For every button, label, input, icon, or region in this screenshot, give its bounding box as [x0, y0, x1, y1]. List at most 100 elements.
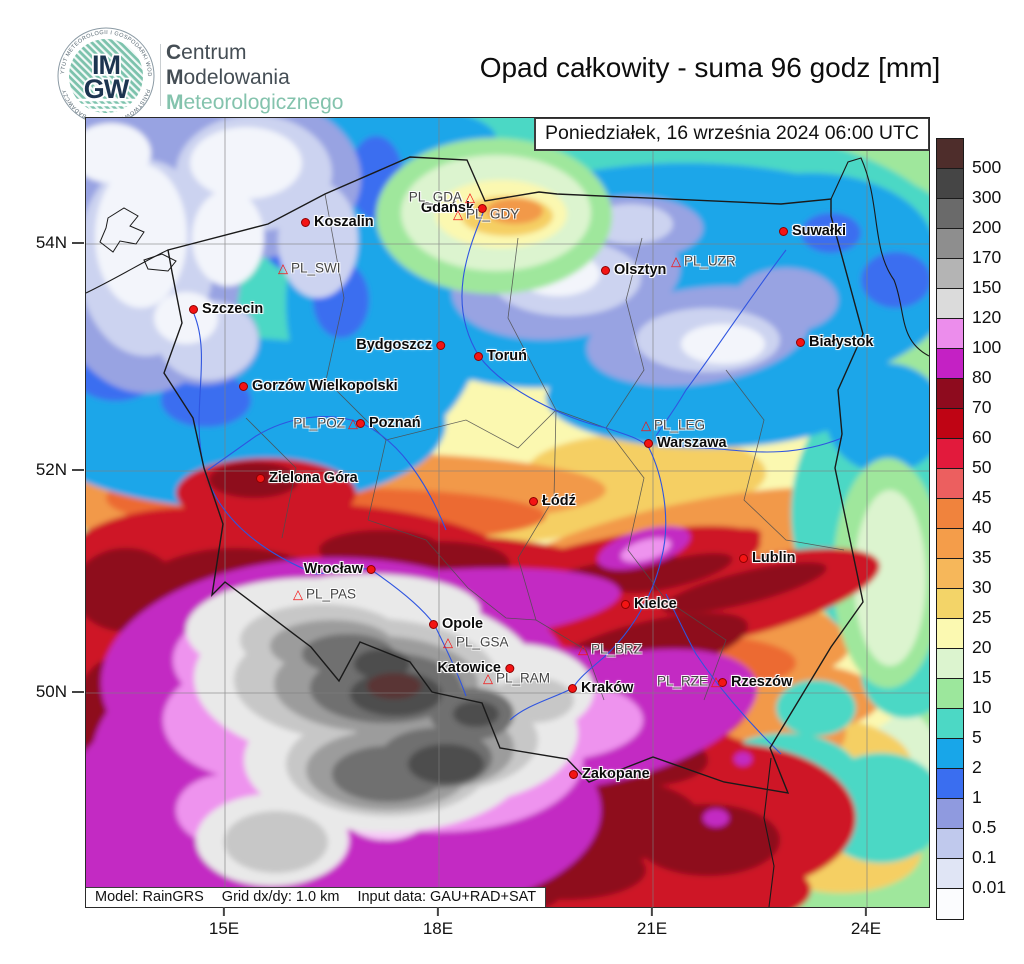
- city-label: Gdańsk: [420, 200, 474, 216]
- legend-color-block-0: [937, 139, 963, 169]
- city-label: Kielce: [634, 596, 677, 612]
- station-triangle-icon: △: [453, 206, 463, 222]
- station-marker-pl-rze: PL_RZE △: [654, 674, 721, 689]
- legend-value-120: 120: [972, 307, 1002, 328]
- city-dot-icon: [239, 381, 248, 391]
- city-label: Olsztyn: [614, 262, 667, 278]
- legend-value-20: 20: [972, 637, 992, 658]
- legend-value-50: 50: [972, 457, 992, 478]
- city-marker-suwa-ki: Suwałki: [779, 223, 850, 239]
- legend-value-80: 80: [972, 367, 992, 388]
- lat-tick-54n: 54N: [36, 233, 84, 253]
- city-dot-icon: [569, 769, 578, 779]
- city-marker-katowice: Katowice: [433, 660, 514, 676]
- city-dot-icon: [796, 337, 805, 347]
- legend-value-70: 70: [972, 397, 992, 418]
- station-triangle-icon: △: [578, 641, 588, 657]
- longitude-axis: 15E 18E 21E 24E: [85, 907, 928, 949]
- city-label: Koszalin: [314, 214, 374, 230]
- lon-tick-24e: 24E: [851, 907, 881, 939]
- city-dot-icon: [367, 564, 376, 574]
- station-triangle-icon: △: [443, 634, 453, 650]
- legend-color-block-17: [937, 649, 963, 679]
- legend-value-10: 10: [972, 697, 992, 718]
- legend-value-0.5: 0.5: [972, 817, 997, 838]
- lon-tick-15e: 15E: [209, 907, 239, 939]
- legend-color-block-7: [937, 349, 963, 379]
- city-label: Szczecin: [202, 301, 264, 317]
- legend-value-5: 5: [972, 727, 982, 748]
- logo-monogram-bottom: GW: [84, 74, 130, 104]
- city-dot-icon: [436, 340, 445, 350]
- model-name: Model: RainGRS: [95, 889, 204, 905]
- city-dot-icon: [356, 418, 365, 428]
- legend-color-block-13: [937, 529, 963, 559]
- city-marker-koszalin: Koszalin: [301, 214, 378, 230]
- city-dot-icon: [779, 226, 788, 236]
- legend-color-block-4: [937, 259, 963, 289]
- brand-divider: [160, 44, 161, 106]
- logo-waves-icon: [72, 98, 140, 112]
- legend-labels: 500 300 200 170 150 120 100 80 70 60 50 45 40 35 30 25 2…: [972, 138, 1024, 938]
- city-marker-bia-ystok: Białystok: [796, 334, 877, 350]
- lat-tick-52n: 52N: [36, 460, 84, 480]
- lon-tick-18e: 18E: [423, 907, 453, 939]
- station-label: PL_LEG: [654, 417, 706, 433]
- city-dot-icon: [601, 265, 610, 275]
- region-borders: [245, 193, 845, 701]
- city-dot-icon: [621, 599, 630, 609]
- legend-color-block-6: [937, 319, 963, 349]
- city-marker-zakopane: Zakopane: [569, 766, 654, 782]
- station-triangle-icon: △: [711, 673, 721, 689]
- city-marker-szczecin: Szczecin: [189, 301, 267, 317]
- legend-value-2: 2: [972, 757, 982, 778]
- legend-value-45: 45: [972, 487, 992, 508]
- legend-color-block-11: [937, 469, 963, 499]
- legend-color-block-2: [937, 199, 963, 229]
- legend-value-100: 100: [972, 337, 1002, 358]
- station-label: PL_GDY: [466, 206, 520, 222]
- precipitation-field: [86, 118, 929, 907]
- legend-color-block-8: [937, 379, 963, 409]
- input-data: Input data: GAU+RAD+SAT: [357, 889, 537, 905]
- station-label: PL_PAS: [306, 586, 357, 602]
- city-dot-icon: [568, 683, 577, 693]
- city-marker-opole: Opole: [429, 616, 487, 632]
- city-dot-icon: [718, 677, 727, 687]
- city-marker-wroc-aw: Wrocław: [300, 561, 376, 577]
- brand-line-meteorologicznego: Meteorologicznego: [166, 91, 344, 114]
- city-label: Warszawa: [657, 435, 727, 451]
- timestamp-box: Poniedziałek, 16 września 2024 06:00 UTC: [534, 118, 929, 151]
- city-label: Kraków: [581, 680, 634, 696]
- station-triangle-icon: △: [483, 670, 493, 686]
- city-label: Wrocław: [303, 561, 363, 577]
- city-marker-pozna: Poznań: [356, 415, 425, 431]
- city-station-markers: Koszalin Szczecin Gdańsk Bydgoszcz Toruń Gorz…: [86, 118, 929, 907]
- station-triangle-icon: △: [671, 253, 681, 269]
- legend-color-block-1: [937, 169, 963, 199]
- station-label: PL_GDA: [408, 189, 462, 205]
- logo-monogram-top: IM: [92, 50, 120, 80]
- city-dot-icon: [429, 619, 438, 629]
- city-marker-krak-w: Kraków: [568, 680, 637, 696]
- station-triangle-icon: △: [465, 189, 475, 205]
- station-label: PL_POZ: [293, 415, 345, 431]
- legend-color-block-16: [937, 619, 963, 649]
- legend-color-block-3: [937, 229, 963, 259]
- country-border: [86, 156, 929, 907]
- logo-hatch-disc: [69, 39, 143, 113]
- city-label: Poznań: [369, 415, 421, 431]
- latitude-axis: 54N 52N 50N: [0, 117, 84, 906]
- city-label: Gorzów Wielkopolski: [252, 378, 398, 394]
- city-dot-icon: [301, 217, 310, 227]
- legend-color-block-23: [937, 829, 963, 859]
- city-marker-kielce: Kielce: [621, 596, 681, 612]
- city-label: Białystok: [809, 334, 874, 350]
- station-marker-pl-brz: △ PL_BRZ: [578, 642, 645, 657]
- legend-value-40: 40: [972, 517, 992, 538]
- legend-value-300: 300: [972, 187, 1002, 208]
- legend-color-block-20: [937, 739, 963, 769]
- legend-colorbar: [936, 138, 964, 920]
- brand-line-centrum: Centrum: [166, 41, 247, 64]
- legend-value-25: 25: [972, 607, 992, 628]
